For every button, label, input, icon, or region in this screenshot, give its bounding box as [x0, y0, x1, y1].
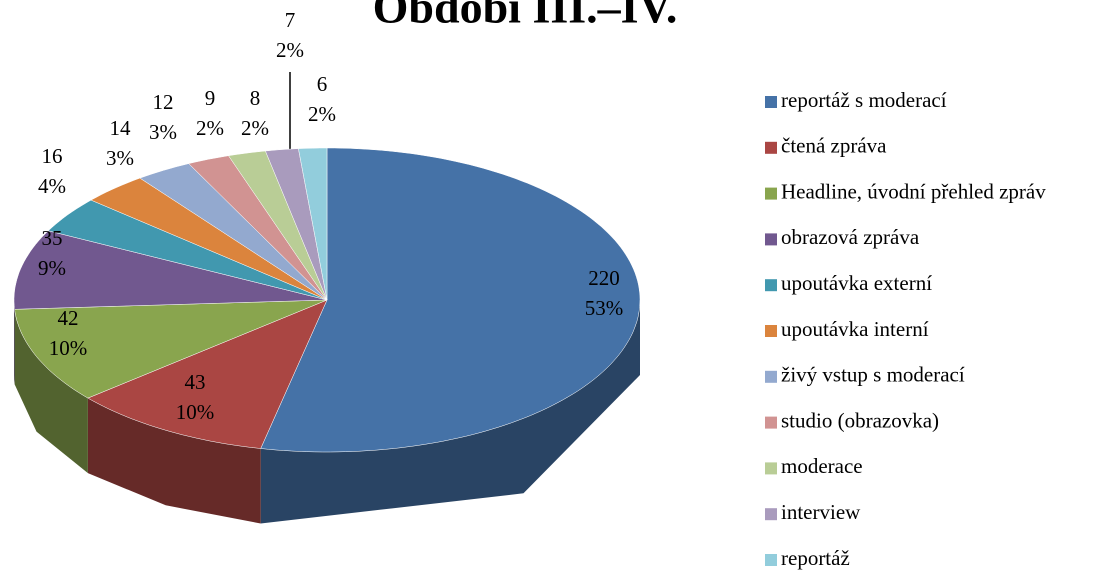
slice — [298, 147, 328, 301]
data-label: 14 — [110, 116, 132, 140]
legend-label: čtená zpráva — [781, 134, 887, 158]
slice — [13, 230, 328, 310]
legend-swatch — [765, 508, 777, 521]
legend-swatch — [765, 416, 777, 429]
percent-label: 2% — [308, 102, 336, 126]
data-label: 42 — [58, 306, 79, 330]
data-label: 8 — [250, 86, 261, 110]
legend-label: reportáž s moderací — [781, 88, 947, 112]
slice — [87, 299, 328, 449]
slice — [139, 163, 328, 301]
data-label: 6 — [317, 72, 328, 96]
data-label: 12 — [153, 90, 174, 114]
percent-label: 10% — [49, 336, 88, 360]
legend-swatch — [765, 279, 777, 292]
legend-label: interview — [781, 500, 861, 524]
legend-label: upoutávka interní — [781, 317, 929, 341]
legend-label: upoutávka externí — [781, 271, 932, 295]
chart-title: Období III.–IV. — [373, 0, 678, 33]
data-label: 16 — [42, 144, 63, 168]
slice — [188, 155, 328, 301]
legend-label: reportáž — [781, 546, 850, 570]
legend-label: obrazová zpráva — [781, 225, 920, 249]
data-label: 220 — [588, 266, 620, 290]
slice-side — [14, 309, 88, 474]
legend-swatch — [765, 187, 777, 200]
slice — [265, 148, 328, 301]
slice — [47, 199, 328, 301]
percent-label: 9% — [38, 256, 66, 280]
legend-label: živý vstup s moderací — [781, 363, 965, 387]
percent-label: 2% — [241, 116, 269, 140]
percent-label: 3% — [149, 120, 177, 144]
percent-label: 4% — [38, 174, 66, 198]
legend-swatch — [765, 554, 777, 566]
legend-label: Headline, úvodní přehled zpráv — [781, 179, 1046, 203]
legend-swatch — [765, 141, 777, 154]
slice — [14, 299, 328, 399]
data-label: 43 — [185, 370, 206, 394]
percent-label: 53% — [585, 296, 624, 320]
legend-swatch — [765, 370, 777, 383]
legend-swatch — [765, 233, 777, 246]
legend-swatch — [765, 96, 777, 108]
legend-swatch — [765, 462, 777, 475]
slice — [228, 150, 328, 301]
slice-side — [14, 300, 15, 385]
percent-label: 3% — [106, 146, 134, 170]
legend-label: moderace — [781, 454, 863, 478]
slice — [260, 147, 641, 453]
data-label: 7 — [285, 8, 296, 32]
data-label: 9 — [205, 86, 216, 110]
legend-label: studio (obrazovka) — [781, 408, 939, 432]
slice-side — [260, 300, 640, 524]
slice — [90, 177, 328, 301]
percent-label: 2% — [276, 38, 304, 62]
percent-label: 2% — [196, 116, 224, 140]
slice-side — [87, 398, 261, 524]
percent-label: 10% — [176, 400, 215, 424]
legend-swatch — [765, 325, 777, 337]
data-label: 35 — [42, 226, 63, 250]
